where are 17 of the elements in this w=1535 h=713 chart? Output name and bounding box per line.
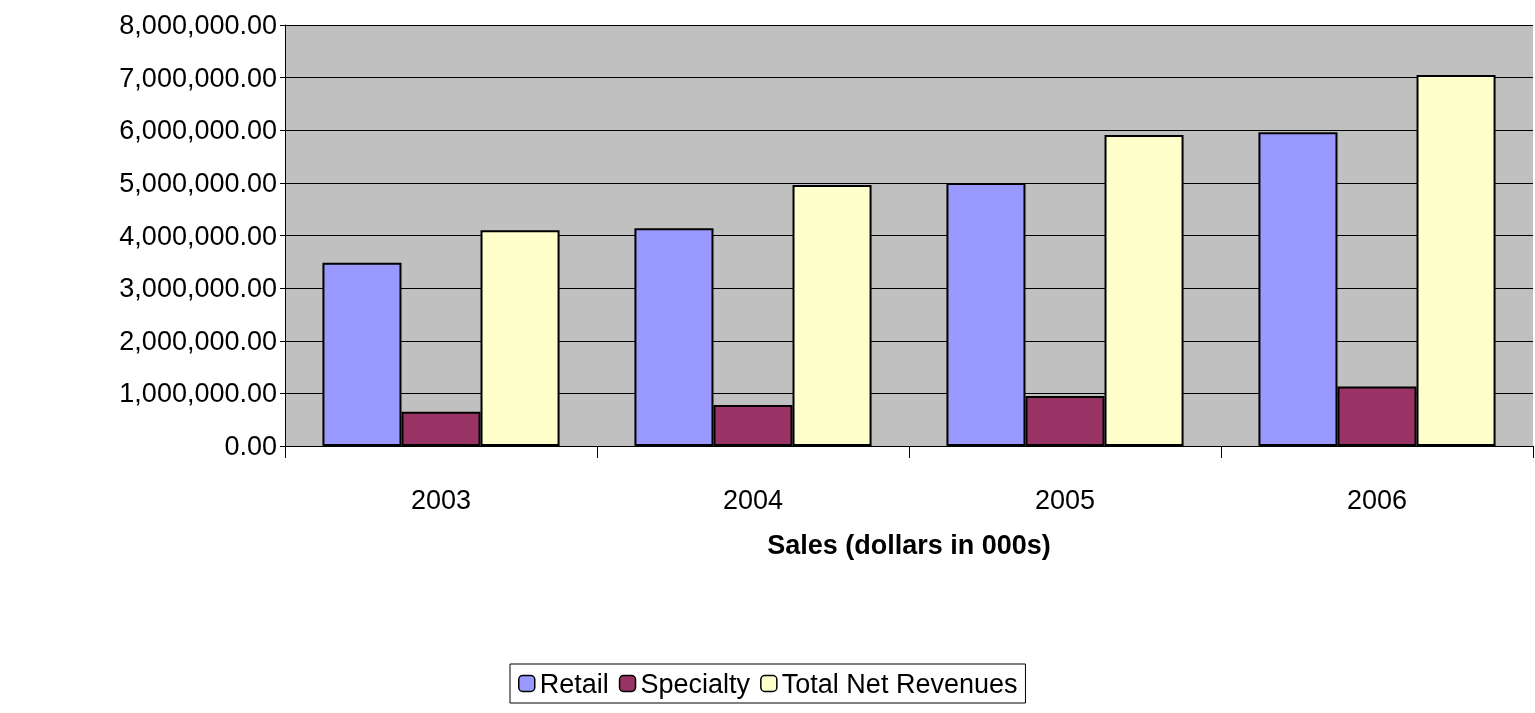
y-tick-label: 4,000,000.00 <box>119 220 277 251</box>
x-axis-title: Sales (dollars in 000s) <box>767 529 1051 560</box>
y-tick-label: 5,000,000.00 <box>119 167 277 198</box>
y-tick-label: 1,000,000.00 <box>119 378 277 409</box>
x-tick-label: 2003 <box>410 484 472 515</box>
legend-label: Retail <box>539 668 609 699</box>
y-tick-label: 7,000,000.00 <box>119 62 277 93</box>
legend-label: Total Net Revenues <box>781 668 1018 699</box>
x-tick-label: 2004 <box>722 484 784 515</box>
legend-label: Specialty <box>640 668 751 699</box>
y-tick-label: 3,000,000.00 <box>119 273 277 304</box>
x-tick-label: 2005 <box>1034 484 1096 515</box>
y-tick-label: 2,000,000.00 <box>119 325 277 356</box>
y-tick-label: 8,000,000.00 <box>119 10 277 40</box>
y-tick-label: 0.00 <box>224 431 277 461</box>
x-tick-label: 2006 <box>1346 484 1408 515</box>
y-tick-label: 6,000,000.00 <box>119 115 277 146</box>
